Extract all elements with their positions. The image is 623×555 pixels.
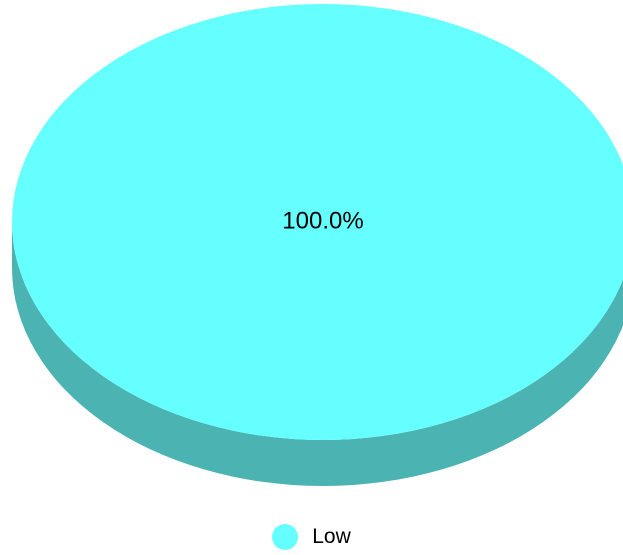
pie-data-labels: 100.0% [282, 207, 363, 234]
pie-slices [12, 4, 623, 440]
legend-swatch-low [272, 524, 299, 550]
legend-label-low: Low [312, 525, 351, 548]
pie-side-low [12, 222, 623, 486]
pie-slice-low[interactable] [12, 4, 623, 440]
pie-data-label-low: 100.0% [282, 207, 363, 234]
legend: Low [0, 524, 623, 550]
legend-item-low[interactable]: Low [272, 524, 351, 550]
pie-chart-canvas: 100.0% [12, 4, 623, 486]
pie-3d-sides [12, 222, 623, 486]
